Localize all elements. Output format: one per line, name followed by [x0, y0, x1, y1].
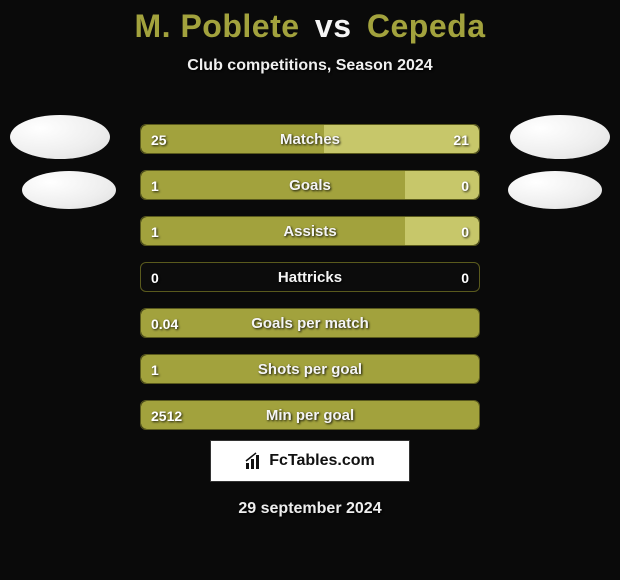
- stat-row-shots-per-goal: 1Shots per goal: [140, 354, 480, 384]
- avatar-right-2: [508, 171, 602, 209]
- stat-left-value: 1: [141, 171, 169, 200]
- bar-fill-left: [141, 355, 479, 383]
- stat-row-goals: 10Goals: [140, 170, 480, 200]
- chart-icon: [245, 452, 263, 470]
- bar-fill-left: [141, 309, 479, 337]
- avatar-left-1: [10, 115, 110, 159]
- stat-left-value: 1: [141, 217, 169, 246]
- stat-left-value: 25: [141, 125, 177, 154]
- footer-logo: FcTables.com: [210, 440, 410, 482]
- comparison-bars: 2521Matches10Goals10Assists00Hattricks0.…: [140, 124, 480, 446]
- stat-row-goals-per-match: 0.04Goals per match: [140, 308, 480, 338]
- page-title: M. Poblete vs Cepeda: [0, 0, 620, 45]
- player2-name: Cepeda: [367, 8, 486, 44]
- stat-right-value: 0: [451, 217, 479, 246]
- stat-row-matches: 2521Matches: [140, 124, 480, 154]
- footer-date: 29 september 2024: [0, 500, 620, 518]
- stat-left-value: 1: [141, 355, 169, 384]
- subtitle: Club competitions, Season 2024: [0, 57, 620, 75]
- avatar-left-2: [22, 171, 116, 209]
- stat-row-hattricks: 0 0Hattricks: [140, 262, 480, 292]
- stat-label: Hattricks: [141, 263, 479, 292]
- avatar-right-1: [510, 115, 610, 159]
- bar-fill-left: [141, 217, 405, 245]
- stat-left-value: 0.04: [141, 309, 188, 338]
- player1-name: M. Poblete: [135, 8, 300, 44]
- stat-right-value: 0: [451, 171, 479, 200]
- stat-row-assists: 10Assists: [140, 216, 480, 246]
- stat-right-value: 21: [443, 125, 479, 154]
- stat-left-value: 2512: [141, 401, 192, 430]
- stat-right-value: 0: [451, 263, 479, 292]
- stat-row-min-per-goal: 2512Min per goal: [140, 400, 480, 430]
- bar-fill-left: [141, 171, 405, 199]
- footer-logo-text: FcTables.com: [269, 452, 375, 470]
- vs-label: vs: [315, 8, 352, 44]
- stat-left-value: 0: [141, 263, 169, 292]
